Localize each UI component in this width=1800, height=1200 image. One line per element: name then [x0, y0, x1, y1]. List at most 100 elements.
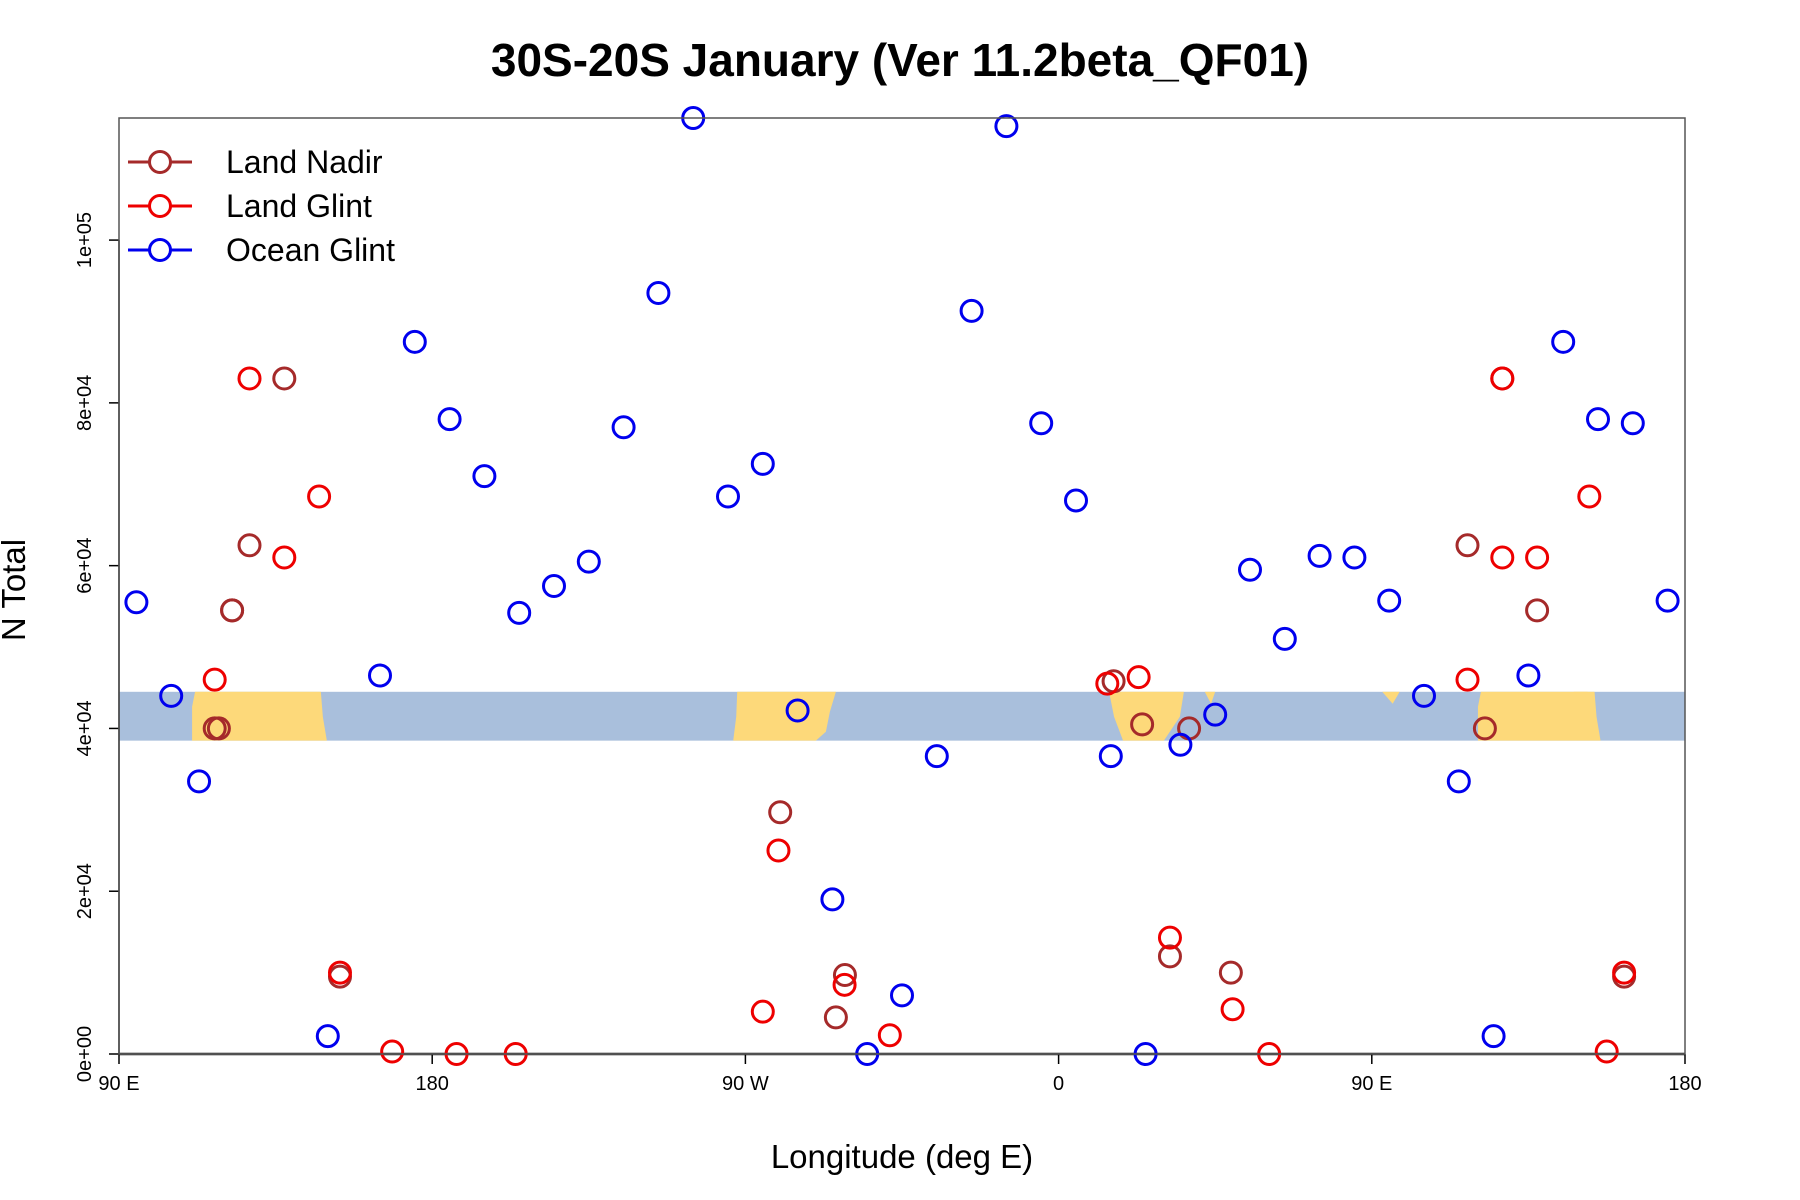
- data-point-land-glint: [1095, 671, 1120, 696]
- data-point-ocean-glint: [1377, 588, 1402, 613]
- data-point-land-nadir: [768, 800, 793, 825]
- data-point-land-nadir: [832, 963, 857, 988]
- x-axis-label: Longitude (deg E): [771, 1138, 1033, 1175]
- data-point-ocean-glint: [890, 983, 914, 1008]
- data-point-ocean-glint: [1272, 626, 1297, 651]
- data-point-ocean-glint: [159, 683, 184, 708]
- data-point-land-glint: [766, 838, 791, 863]
- data-point-land-glint: [1126, 665, 1151, 690]
- x-tick-label: 180: [416, 1073, 449, 1095]
- data-point-land-nadir: [272, 366, 297, 391]
- series-ocean-glint: [124, 106, 1680, 1066]
- y-tick-label: 1e+05: [74, 212, 96, 268]
- data-point-ocean-glint: [1481, 1024, 1506, 1049]
- data-point-ocean-glint: [402, 329, 427, 354]
- x-tick-label: 180: [1668, 1073, 1701, 1095]
- data-point-ocean-glint: [1203, 702, 1228, 727]
- legend-label: Land Glint: [226, 188, 372, 224]
- data-point-ocean-glint: [1238, 557, 1262, 582]
- y-tick-label: 0e+00: [74, 1026, 96, 1082]
- x-axis: 90 E 180 90 W 0 90 E 180: [98, 1053, 1702, 1095]
- data-point-land-glint: [750, 999, 775, 1024]
- land-mass: [733, 691, 836, 741]
- chart-title: 30S-20S January (Ver 11.2beta_QF01): [491, 34, 1309, 86]
- legend-item-land-nadir: Land Nadir: [128, 144, 383, 180]
- data-point-ocean-glint: [611, 415, 636, 440]
- y-tick-label: 8e+04: [74, 375, 96, 431]
- y-tick-label: 2e+04: [74, 863, 96, 919]
- data-point-ocean-glint: [507, 600, 532, 625]
- data-point-ocean-glint: [820, 887, 845, 912]
- data-point-land-glint: [202, 667, 227, 692]
- data-point-ocean-glint: [1620, 411, 1645, 436]
- data-point-ocean-glint: [1412, 683, 1436, 708]
- data-point-land-nadir: [220, 598, 245, 623]
- data-point-land-glint: [1490, 366, 1515, 391]
- data-point-ocean-glint: [1064, 488, 1088, 513]
- data-points: [124, 106, 1680, 1066]
- data-point-land-glint: [272, 545, 297, 570]
- data-point-land-glint: [1220, 997, 1245, 1022]
- legend-marker: [148, 150, 172, 174]
- data-point-land-nadir: [1157, 944, 1182, 969]
- data-point-land-nadir: [237, 533, 262, 558]
- data-point-ocean-glint: [437, 407, 462, 432]
- y-tick-label: 4e+04: [74, 700, 96, 756]
- data-point-land-nadir: [1472, 716, 1497, 741]
- data-point-ocean-glint: [124, 590, 149, 615]
- data-point-ocean-glint: [1307, 543, 1332, 568]
- legend-item-land-glint: Land Glint: [128, 188, 372, 224]
- data-point-land-nadir: [823, 1005, 848, 1030]
- land-mass: [1204, 691, 1216, 704]
- data-point-land-glint: [1455, 667, 1480, 692]
- land-mass: [192, 691, 327, 741]
- data-point-land-glint: [1577, 484, 1602, 509]
- data-point-land-glint: [1525, 545, 1550, 570]
- data-point-land-glint: [1490, 545, 1515, 570]
- data-point-land-glint: [327, 960, 352, 985]
- data-point-ocean-glint: [785, 698, 810, 723]
- legend-marker: [148, 238, 172, 262]
- data-point-land-glint: [832, 972, 857, 997]
- y-tick-label: 6e+04: [74, 538, 96, 594]
- data-point-land-glint: [1612, 960, 1637, 985]
- data-point-ocean-glint: [187, 769, 212, 794]
- data-point-ocean-glint: [315, 1024, 340, 1049]
- data-point-ocean-glint: [1342, 545, 1367, 570]
- data-point-ocean-glint: [576, 549, 601, 574]
- x-tick-label: 90 W: [722, 1073, 769, 1095]
- data-point-land-glint: [877, 1023, 902, 1048]
- data-point-land-nadir: [1455, 533, 1480, 558]
- land-mass: [1477, 691, 1601, 741]
- map-strip: [119, 691, 1685, 741]
- data-point-ocean-glint: [1098, 744, 1123, 769]
- data-point-ocean-glint: [1551, 329, 1576, 354]
- legend-label: Ocean Glint: [226, 232, 395, 268]
- data-point-land-glint: [1157, 925, 1182, 950]
- legend-marker: [148, 194, 172, 218]
- legend-item-ocean-glint: Ocean Glint: [128, 232, 395, 268]
- data-point-land-glint: [1594, 1039, 1619, 1064]
- data-point-ocean-glint: [1655, 588, 1680, 613]
- ocean-band: [119, 691, 1685, 741]
- data-point-ocean-glint: [1029, 411, 1054, 436]
- y-axis: 0e+00 2e+04 4e+04 6e+04 8e+04 1e+05: [74, 212, 120, 1082]
- data-point-ocean-glint: [542, 574, 566, 598]
- data-point-ocean-glint: [1446, 769, 1471, 794]
- x-tick-label: 0: [1053, 1073, 1064, 1095]
- x-tick-label: 90 E: [98, 1073, 139, 1095]
- data-point-land-nadir: [206, 716, 231, 741]
- x-tick-label: 90 E: [1351, 1073, 1392, 1095]
- data-point-ocean-glint: [959, 298, 984, 323]
- data-point-ocean-glint: [1168, 732, 1193, 757]
- data-point-land-nadir: [1525, 598, 1550, 623]
- y-axis-label: N Total: [0, 539, 32, 641]
- legend-label: Land Nadir: [226, 144, 383, 180]
- data-point-ocean-glint: [750, 451, 775, 476]
- data-point-land-glint: [237, 366, 262, 391]
- data-point-land-glint: [380, 1039, 405, 1064]
- land-mass: [1573, 691, 1588, 704]
- data-point-ocean-glint: [368, 663, 392, 688]
- data-point-land-nadir: [1130, 712, 1155, 737]
